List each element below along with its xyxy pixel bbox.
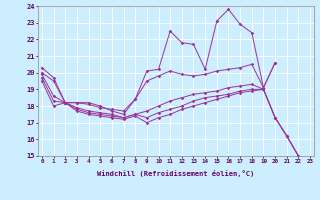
X-axis label: Windchill (Refroidissement éolien,°C): Windchill (Refroidissement éolien,°C) xyxy=(97,170,255,177)
